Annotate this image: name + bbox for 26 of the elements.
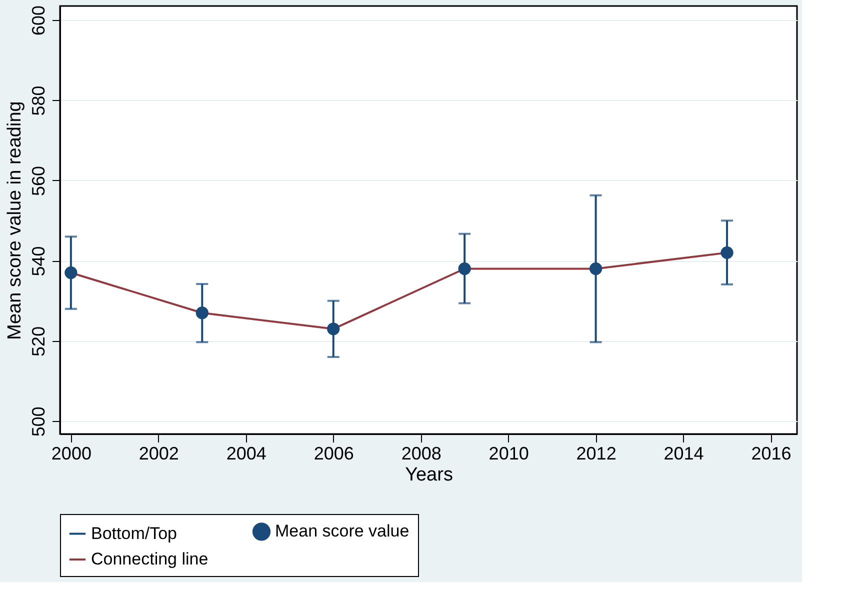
legend-label: Mean score value: [275, 522, 410, 541]
x-tick-label: 2002: [138, 444, 179, 464]
y-tick-label: 560: [28, 166, 48, 196]
x-tick-label: 2006: [314, 444, 354, 464]
legend-label: Connecting line: [91, 550, 208, 568]
point: [64, 266, 78, 280]
point: [589, 262, 602, 276]
point: [720, 246, 734, 260]
point: [327, 322, 340, 336]
y-tick-label: 500: [28, 406, 48, 437]
y-tick-label: 600: [28, 6, 48, 36]
y-tick-label: 580: [28, 86, 48, 116]
x-axis-title: Years: [405, 464, 453, 486]
y-axis-title: Mean score value in reading: [4, 101, 26, 340]
text: Bottom/Top: [91, 524, 177, 543]
x-tick-label: 2004: [226, 444, 266, 464]
x-tick-label: 2008: [401, 444, 442, 464]
y-tick-label: 520: [28, 326, 48, 356]
x-tick-label: 2010: [488, 444, 529, 464]
x-tick-label: 2012: [576, 444, 616, 464]
x-tick-label: 2016: [751, 444, 792, 464]
point: [196, 306, 208, 320]
y-tick-label: 540: [28, 246, 48, 276]
x-tick-label: 2014: [664, 444, 704, 464]
point: [458, 262, 471, 276]
x-tick-label: 2000: [51, 444, 92, 464]
